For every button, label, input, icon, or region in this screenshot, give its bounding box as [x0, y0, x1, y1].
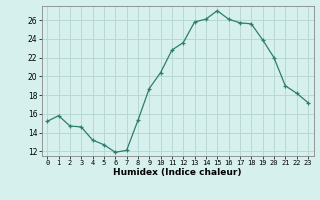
X-axis label: Humidex (Indice chaleur): Humidex (Indice chaleur) — [113, 168, 242, 177]
